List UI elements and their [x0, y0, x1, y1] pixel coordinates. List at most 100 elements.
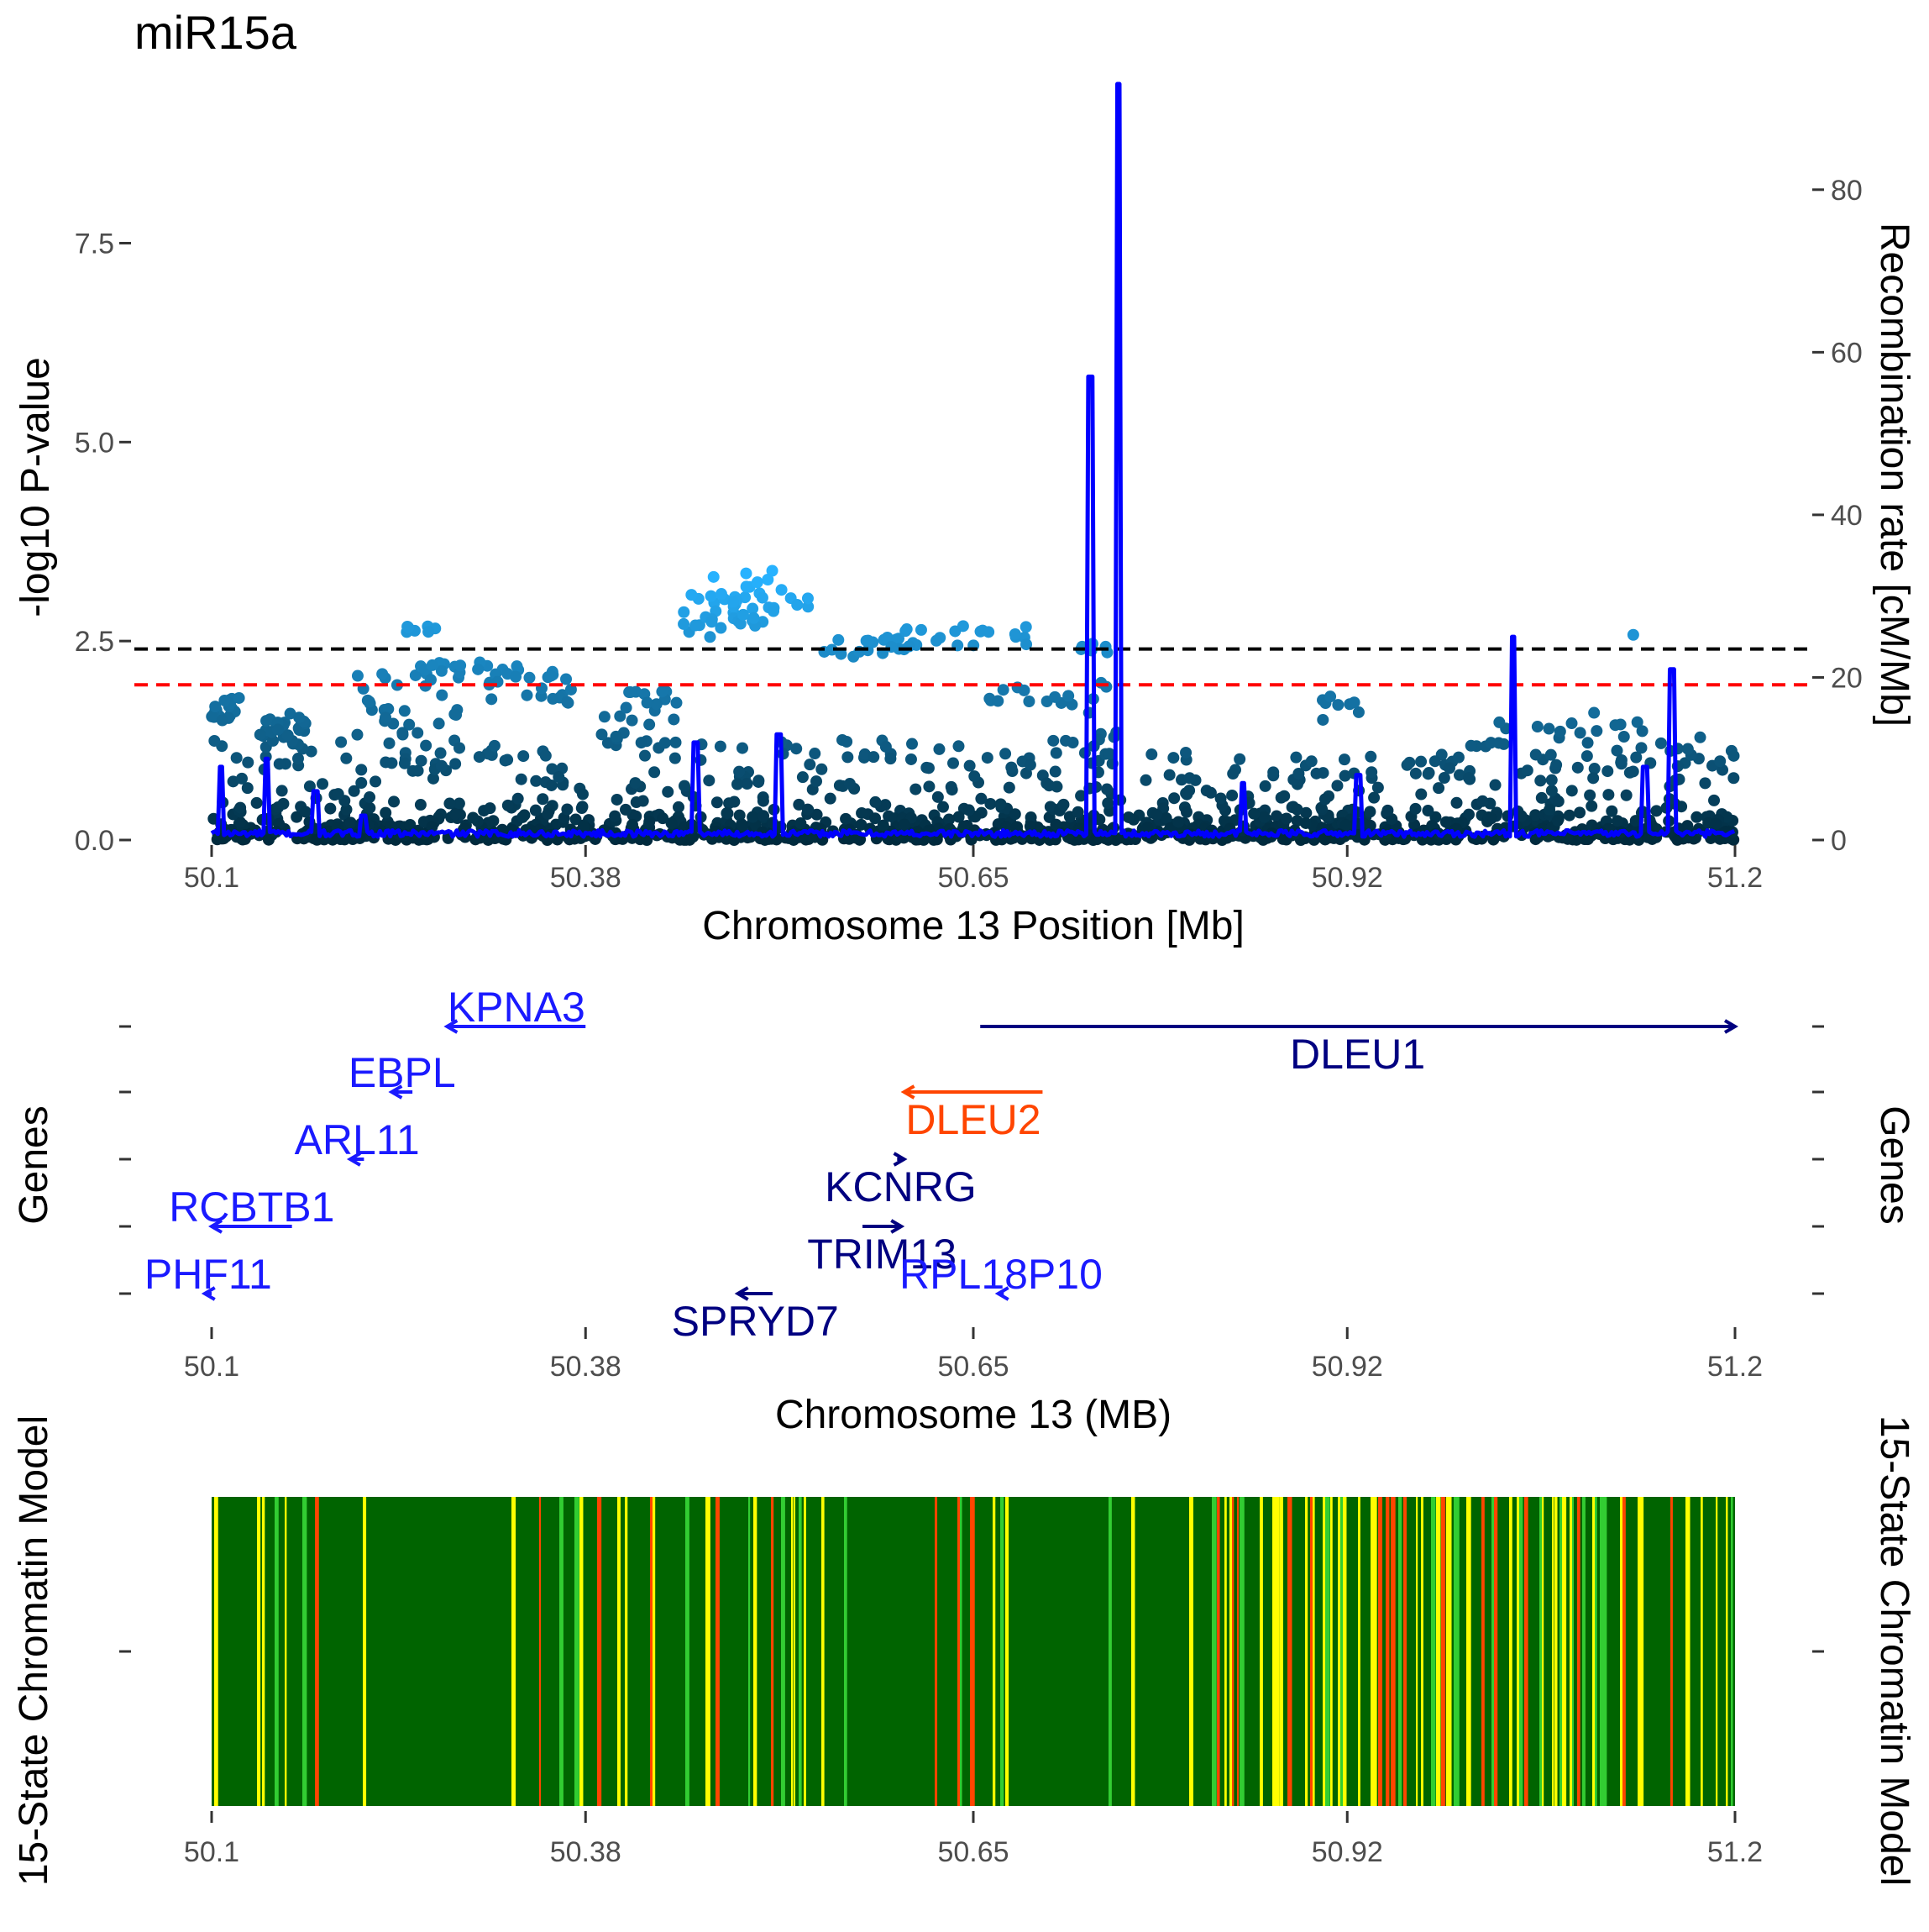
chromatin-stripe: [1421, 1497, 1423, 1806]
data-point: [1629, 815, 1642, 827]
data-point: [501, 799, 514, 811]
data-point: [703, 774, 716, 787]
data-point: [840, 812, 852, 825]
data-point: [879, 740, 892, 753]
data-point: [1072, 806, 1084, 818]
chromatin-stripe: [970, 1497, 975, 1806]
data-point: [881, 631, 894, 643]
data-point: [529, 804, 542, 816]
chromatin-stripe: [799, 1497, 802, 1806]
data-point: [351, 669, 364, 682]
data-point: [1591, 725, 1603, 738]
data-point: [1554, 725, 1566, 738]
threshold-lines: [134, 647, 1814, 687]
chromatin-stripe: [1232, 1497, 1234, 1806]
data-point: [614, 710, 626, 722]
data-point: [1348, 696, 1360, 709]
recombination-line: [210, 81, 1736, 839]
data-point: [824, 792, 836, 805]
data-point: [668, 752, 681, 764]
data-point: [1699, 777, 1711, 790]
chromatin-stripe: [214, 1497, 218, 1806]
data-point: [472, 663, 485, 675]
data-point: [869, 795, 882, 808]
data-point: [898, 818, 910, 831]
chromatin-stripe: [716, 1497, 720, 1806]
data-point: [1409, 767, 1422, 780]
data-point: [1489, 779, 1502, 791]
data-point: [1415, 755, 1428, 768]
chromatin-stripe: [1330, 1497, 1333, 1806]
data-point: [1544, 748, 1557, 761]
data-point: [1310, 767, 1323, 780]
x-axis-tick-label: 50.65: [937, 862, 1009, 894]
data-point: [1226, 789, 1239, 801]
data-point: [1710, 817, 1722, 830]
x-axis-tick-label: 50.1: [184, 1836, 239, 1868]
data-point: [208, 734, 221, 747]
y-axis-tick-label: 5.0: [75, 427, 114, 459]
chromatin-stripe: [1371, 1497, 1376, 1806]
data-point: [736, 742, 748, 754]
data-point: [1587, 772, 1600, 785]
chromatin-stripe: [1310, 1497, 1313, 1806]
chromatin-stripe: [1602, 1497, 1607, 1806]
data-point: [1062, 690, 1075, 702]
data-point: [1024, 820, 1036, 832]
data-point: [1018, 684, 1030, 696]
data-point: [449, 758, 462, 770]
gene-track-x-axis-label: Chromosome 13 (MB): [775, 1393, 1172, 1437]
data-point: [650, 698, 663, 711]
recombination-rate-lines: [210, 81, 1736, 839]
chromatin-stripe: [1305, 1497, 1308, 1806]
data-point: [900, 623, 913, 636]
chromatin-stripe: [1542, 1497, 1544, 1806]
chromatin-stripe: [1224, 1497, 1227, 1806]
data-point: [790, 743, 803, 755]
chromatin-stripe: [1554, 1497, 1558, 1806]
data-point: [635, 737, 647, 749]
data-point: [1463, 772, 1476, 785]
data-point: [1452, 751, 1465, 764]
chromatin-stripe: [285, 1497, 287, 1806]
data-point: [576, 801, 589, 813]
chromatin-stripe: [1622, 1497, 1626, 1806]
chromatin-stripe: [753, 1497, 757, 1806]
data-point: [968, 770, 981, 783]
data-point: [728, 833, 741, 846]
chromatin-stripe: [1449, 1497, 1452, 1806]
y2-axis-tick-label: 20: [1831, 662, 1863, 694]
chromatin-stripe: [1325, 1497, 1330, 1806]
data-point: [962, 804, 975, 816]
data-point: [1403, 756, 1416, 769]
chromatin-stripe: [617, 1497, 621, 1806]
chromatin-stripe: [1212, 1497, 1217, 1806]
data-point: [733, 765, 746, 778]
data-point: [1050, 818, 1062, 831]
data-point: [638, 749, 651, 762]
data-point: [1100, 680, 1113, 693]
chromatin-stripe: [1726, 1497, 1728, 1806]
data-point: [435, 759, 448, 772]
data-point: [363, 696, 375, 708]
data-point: [414, 799, 427, 811]
data-point: [1612, 815, 1624, 827]
data-point: [1101, 783, 1114, 795]
data-point: [869, 812, 882, 825]
data-point: [1409, 802, 1422, 815]
x-axis-tick-label: 50.38: [550, 1836, 621, 1868]
data-point: [1535, 791, 1548, 804]
data-point: [756, 591, 768, 604]
data-point: [1627, 765, 1639, 778]
data-point: [1259, 780, 1271, 792]
chromatin-stripe: [625, 1497, 628, 1806]
data-point: [1332, 699, 1345, 711]
data-point: [1635, 742, 1648, 754]
chromatin-stripe: [1524, 1497, 1528, 1806]
data-point: [747, 602, 759, 615]
data-point: [1305, 755, 1318, 768]
data-point: [1423, 767, 1435, 780]
chromatin-stripe: [1280, 1497, 1283, 1806]
data-point: [398, 705, 411, 717]
chromatin-stripe: [511, 1497, 516, 1806]
